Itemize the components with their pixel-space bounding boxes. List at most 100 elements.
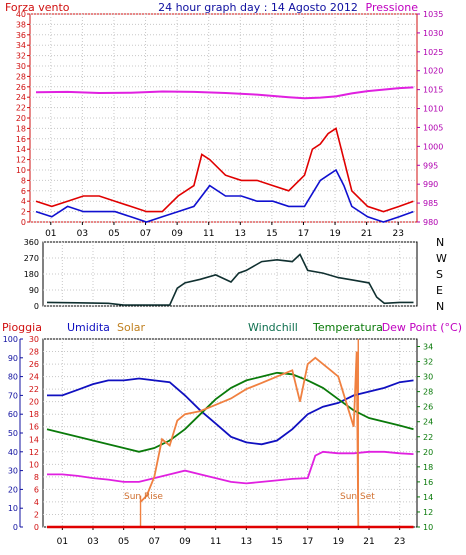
rain-y-tick-label: 12 xyxy=(29,448,39,457)
rain-y-tick-label: 14 xyxy=(29,435,39,444)
wind-y-tick-label: 26 xyxy=(16,83,26,92)
wind-y-tick-label: 2 xyxy=(21,208,26,217)
climate-x-tick-label: 21 xyxy=(363,537,374,547)
rain-y-tick-label: 24 xyxy=(29,373,39,382)
wind-y-tick-label: 0 xyxy=(21,218,26,227)
humidity-y-tick-label: 70 xyxy=(8,391,18,400)
pressure-y-tick-label: 1005 xyxy=(423,123,443,132)
series-pressione-line xyxy=(35,86,414,100)
climate-x-tick-label: 13 xyxy=(241,537,252,547)
wind-y-tick-label: 8 xyxy=(21,176,26,185)
pressure-axis-ticks: 980 985 990 995 1000 1005 1010 1015 1020 1025 1030… xyxy=(417,10,443,227)
wind-y-tick-label: 6 xyxy=(21,187,26,196)
temperature-y-tick-label: 30 xyxy=(423,373,433,382)
dewpoint-label: Dew Point (°C) xyxy=(382,321,462,334)
pressure-y-tick-label: 985 xyxy=(423,199,438,208)
wind-x-axis-ticks: 01 03 05 07 09 11 13 15 17 19 21 23 xyxy=(45,222,404,239)
temperature-y-tick-label: 28 xyxy=(423,388,433,397)
series-vento-line xyxy=(35,127,414,213)
rain-y-tick-label: 2 xyxy=(34,510,39,519)
humidity-label: Umidita xyxy=(67,321,110,334)
wind-grid xyxy=(30,13,417,223)
temperature-y-tick-label: 14 xyxy=(423,493,433,502)
wind-y-tick-label: 12 xyxy=(16,156,26,165)
humidity-axis-ticks: 0 10 20 30 40 50 60 70 80 90 100 xyxy=(3,335,23,532)
wind-y-tick-label: 30 xyxy=(16,62,26,71)
humidity-y-tick-label: 10 xyxy=(8,504,18,513)
climate-x-tick-label: 19 xyxy=(333,537,345,547)
climate-x-tick-label: 23 xyxy=(394,537,405,547)
compass-label: S xyxy=(436,268,443,281)
temperature-y-tick-label: 18 xyxy=(423,463,433,472)
direction-axis-ticks: 0 90 180 270 360 xyxy=(24,238,39,311)
pressure-axis-title: Pressione xyxy=(366,1,419,14)
wind-x-tick-label: 19 xyxy=(329,229,341,239)
wind-x-tick-label: 13 xyxy=(235,229,246,239)
series-dew-point-line xyxy=(47,450,414,485)
wind-x-tick-label: 23 xyxy=(392,229,403,239)
temperature-label: Temperatura xyxy=(312,321,383,334)
humidity-y-tick-label: 30 xyxy=(8,467,18,476)
wind-y-tick-label: 38 xyxy=(16,20,26,29)
pressure-y-tick-label: 1000 xyxy=(423,142,443,151)
climate-series xyxy=(46,339,414,529)
wind-y-tick-label: 24 xyxy=(16,93,26,102)
rain-y-tick-label: 4 xyxy=(34,498,39,507)
climate-x-tick-label: 05 xyxy=(118,537,129,547)
humidity-y-tick-label: 80 xyxy=(8,373,18,382)
rain-label: Pioggia xyxy=(2,321,42,334)
wind-y-tick-label: 22 xyxy=(16,104,26,113)
pressure-y-tick-label: 1010 xyxy=(423,105,443,114)
wind-x-tick-label: 03 xyxy=(77,229,88,239)
wind-y-tick-label: 10 xyxy=(16,166,26,175)
climate-x-axis-ticks: 01 03 05 07 09 11 13 15 17 19 21 23 xyxy=(57,527,405,547)
temperature-y-tick-label: 32 xyxy=(423,358,433,367)
climate-x-tick-label: 15 xyxy=(271,537,282,547)
temperature-y-tick-label: 20 xyxy=(423,448,433,457)
climate-x-tick-label: 01 xyxy=(57,537,68,547)
humidity-y-tick-label: 40 xyxy=(8,448,18,457)
wind-y-tick-label: 40 xyxy=(16,10,26,19)
rain-y-tick-label: 30 xyxy=(29,335,39,344)
pressure-y-tick-label: 1020 xyxy=(423,67,443,76)
climate-x-tick-label: 09 xyxy=(179,537,191,547)
direction-series xyxy=(46,253,414,306)
wind-y-tick-label: 20 xyxy=(16,114,26,123)
wind-series xyxy=(35,86,414,223)
chart-title: 24 hour graph day : 14 Agosto 2012 xyxy=(158,1,358,14)
pressure-y-tick-label: 1025 xyxy=(423,48,443,57)
compass-label: W xyxy=(436,252,447,265)
temperature-y-tick-label: 22 xyxy=(423,433,433,442)
rain-y-tick-label: 22 xyxy=(29,385,39,394)
pressure-y-tick-label: 1035 xyxy=(423,10,443,19)
direction-y-tick-label: 270 xyxy=(24,254,39,263)
humidity-y-tick-label: 50 xyxy=(8,429,18,438)
humidity-y-tick-label: 20 xyxy=(8,485,18,494)
wind-plot-area xyxy=(29,13,418,223)
rain-y-tick-label: 20 xyxy=(29,398,39,407)
direction-y-tick-label: 180 xyxy=(24,270,39,279)
wind-y-tick-label: 16 xyxy=(16,135,26,144)
rain-y-tick-label: 26 xyxy=(29,360,39,369)
direction-y-tick-label: 90 xyxy=(29,286,39,295)
sun-set-annotation: Sun Set xyxy=(340,492,375,502)
temperature-y-tick-label: 12 xyxy=(423,508,433,517)
pressure-y-tick-label: 980 xyxy=(423,218,438,227)
rain-y-tick-label: 0 xyxy=(34,523,39,532)
rain-y-tick-label: 8 xyxy=(34,473,39,482)
temperature-y-tick-label: 10 xyxy=(423,523,433,532)
direction-y-tick-label: 360 xyxy=(24,238,39,247)
rain-y-tick-label: 16 xyxy=(29,423,39,432)
solar-label: Solar xyxy=(117,321,146,334)
rain-y-tick-label: 18 xyxy=(29,410,39,419)
wind-y-tick-label: 32 xyxy=(16,52,26,61)
wind-y-tick-label: 34 xyxy=(16,41,26,50)
temperature-y-tick-label: 26 xyxy=(423,403,433,412)
pressure-y-tick-label: 995 xyxy=(423,161,438,170)
